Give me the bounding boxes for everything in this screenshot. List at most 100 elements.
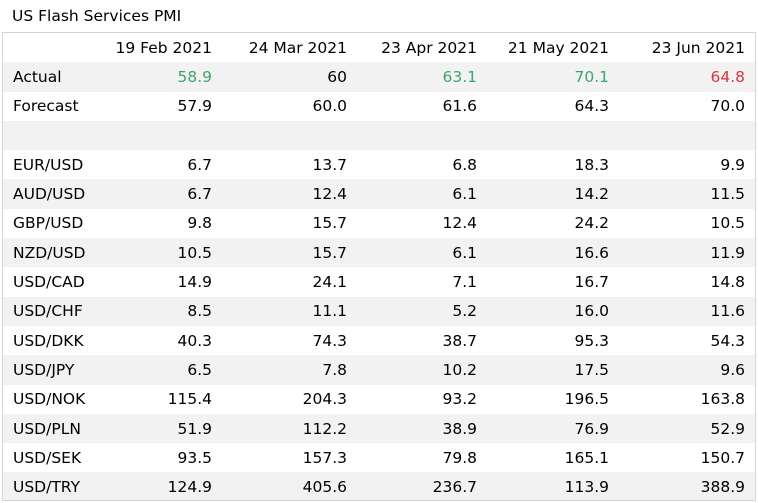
header-cell: 23 Apr 2021 xyxy=(381,38,477,57)
pair-value: 157.3 xyxy=(302,448,347,467)
pair-value: 95.3 xyxy=(574,331,609,350)
pair-value: 14.8 xyxy=(710,273,745,292)
spacer-row xyxy=(3,120,755,151)
pair-value: 14.9 xyxy=(177,273,212,292)
row-label: Actual xyxy=(13,67,62,86)
pair-value: 9.8 xyxy=(187,214,212,233)
pair-value: 13.7 xyxy=(312,155,347,174)
pair-value: 7.1 xyxy=(452,273,477,292)
actual-value: 60 xyxy=(327,67,347,86)
pair-value: 124.9 xyxy=(167,478,212,497)
pair-label: USD/PLN xyxy=(13,419,81,438)
pair-label: USD/DKK xyxy=(13,331,84,350)
pair-label: USD/JPY xyxy=(13,360,75,379)
pair-value: 12.4 xyxy=(442,214,477,233)
pair-value: 93.5 xyxy=(177,448,212,467)
table-title: US Flash Services PMI xyxy=(12,7,182,25)
pair-label: NZD/USD xyxy=(13,243,86,262)
pair-label: USD/TRY xyxy=(13,478,81,497)
pair-row: USD/DKK 40.3 74.3 38.7 95.3 54.3 xyxy=(3,326,755,355)
pair-value: 388.9 xyxy=(700,478,745,497)
pair-value: 236.7 xyxy=(432,478,477,497)
pair-value: 51.9 xyxy=(177,419,212,438)
pair-value: 76.9 xyxy=(574,419,609,438)
pair-value: 115.4 xyxy=(167,390,212,409)
forecast-value: 70.0 xyxy=(710,97,745,116)
pair-row: AUD/USD 6.7 12.4 6.1 14.2 11.5 xyxy=(3,179,755,209)
pair-value: 24.1 xyxy=(312,273,347,292)
row-label: Forecast xyxy=(13,97,79,116)
actual-row: Actual 58.9 60 63.1 70.1 64.8 xyxy=(3,62,755,92)
pair-value: 10.5 xyxy=(710,214,745,233)
pair-value: 7.8 xyxy=(322,360,347,379)
pair-value: 15.7 xyxy=(312,214,347,233)
pair-value: 16.7 xyxy=(574,273,609,292)
pair-value: 11.5 xyxy=(710,185,745,204)
pair-value: 40.3 xyxy=(177,331,212,350)
pair-label: AUD/USD xyxy=(13,185,86,204)
pair-value: 6.8 xyxy=(452,155,477,174)
pairs-body: EUR/USD 6.7 13.7 6.8 18.3 9.9 AUD/USD 6.… xyxy=(3,150,755,500)
pair-value: 93.2 xyxy=(442,390,477,409)
pair-value: 6.1 xyxy=(452,185,477,204)
pair-value: 24.2 xyxy=(574,214,609,233)
header-cell: 21 May 2021 xyxy=(507,38,609,57)
pair-value: 17.5 xyxy=(574,360,609,379)
pair-value: 112.2 xyxy=(302,419,347,438)
pair-label: GBP/USD xyxy=(13,214,84,233)
pair-label: EUR/USD xyxy=(13,155,84,174)
pair-value: 10.2 xyxy=(442,360,477,379)
pair-value: 150.7 xyxy=(700,448,745,467)
pair-value: 16.6 xyxy=(574,243,609,262)
pair-value: 11.1 xyxy=(312,302,347,321)
forecast-value: 61.6 xyxy=(442,97,477,116)
pair-value: 9.6 xyxy=(720,360,745,379)
pair-value: 11.9 xyxy=(710,243,745,262)
pair-row: USD/TRY 124.9 405.6 236.7 113.9 388.9 xyxy=(3,472,755,500)
pair-value: 12.4 xyxy=(312,185,347,204)
pair-row: NZD/USD 10.5 15.7 6.1 16.6 11.9 xyxy=(3,238,755,268)
pair-value: 54.3 xyxy=(710,331,745,350)
pair-value: 38.7 xyxy=(442,331,477,350)
pair-value: 163.8 xyxy=(700,390,745,409)
pair-value: 6.5 xyxy=(187,360,212,379)
pair-value: 5.2 xyxy=(452,302,477,321)
actual-value: 58.9 xyxy=(177,67,212,86)
forecast-value: 64.3 xyxy=(574,97,609,116)
pair-value: 14.2 xyxy=(574,185,609,204)
pair-label: USD/CHF xyxy=(13,302,83,321)
pair-label: USD/CAD xyxy=(13,273,85,292)
pair-value: 405.6 xyxy=(302,478,347,497)
pair-row: GBP/USD 9.8 15.7 12.4 24.2 10.5 xyxy=(3,209,755,238)
pair-row: USD/PLN 51.9 112.2 38.9 76.9 52.9 xyxy=(3,413,755,444)
pair-value: 79.8 xyxy=(442,448,477,467)
pair-label: USD/SEK xyxy=(13,448,82,467)
forecast-row: Forecast 57.9 60.0 61.6 64.3 70.0 xyxy=(3,92,755,121)
header-cell: 23 Jun 2021 xyxy=(651,38,745,57)
header-cell: 19 Feb 2021 xyxy=(115,38,212,57)
actual-value: 64.8 xyxy=(710,67,745,86)
pair-value: 196.5 xyxy=(564,390,609,409)
pair-row: USD/CAD 14.9 24.1 7.1 16.7 14.8 xyxy=(3,267,755,296)
actual-value: 63.1 xyxy=(442,67,477,86)
pair-value: 11.6 xyxy=(710,302,745,321)
pair-row: USD/CHF 8.5 11.1 5.2 16.0 11.6 xyxy=(3,296,755,326)
pair-value: 204.3 xyxy=(302,390,347,409)
pair-value: 113.9 xyxy=(564,478,609,497)
pair-value: 38.9 xyxy=(442,419,477,438)
pair-label: USD/NOK xyxy=(13,390,86,409)
pair-value: 74.3 xyxy=(312,331,347,350)
header-cell: 24 Mar 2021 xyxy=(248,38,347,57)
pair-row: USD/NOK 115.4 204.3 93.2 196.5 163.8 xyxy=(3,385,755,414)
pair-value: 52.9 xyxy=(710,419,745,438)
pair-value: 9.9 xyxy=(720,155,745,174)
pair-row: EUR/USD 6.7 13.7 6.8 18.3 9.9 xyxy=(3,150,755,179)
pair-value: 18.3 xyxy=(574,155,609,174)
pair-value: 15.7 xyxy=(312,243,347,262)
data-table: 19 Feb 2021 24 Mar 2021 23 Apr 2021 21 M… xyxy=(2,32,756,501)
pair-value: 10.5 xyxy=(177,243,212,262)
pair-value: 6.7 xyxy=(187,155,212,174)
forecast-value: 60.0 xyxy=(312,97,347,116)
pair-value: 6.1 xyxy=(452,243,477,262)
pair-value: 16.0 xyxy=(574,302,609,321)
